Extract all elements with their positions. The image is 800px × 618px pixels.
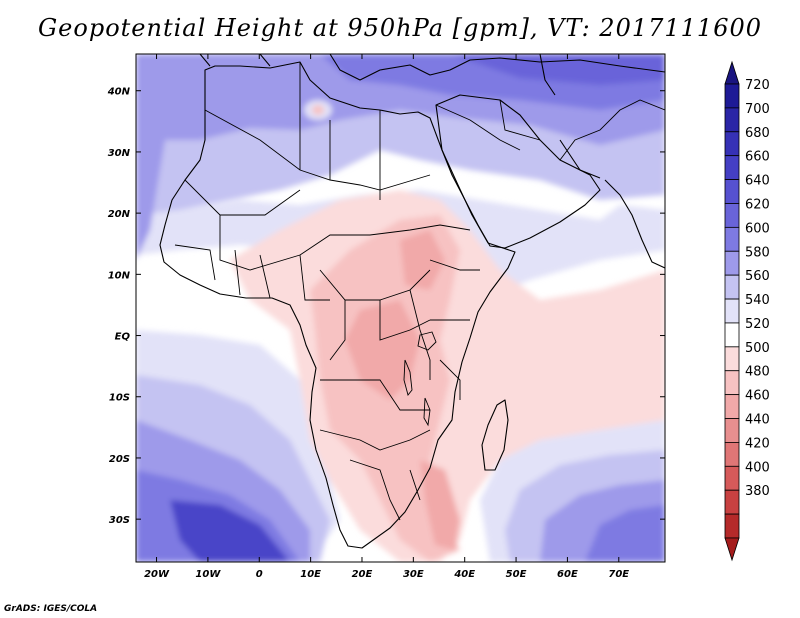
colorbar-label: 540 [745, 293, 770, 308]
colorbar-bottom-arrow [724, 537, 740, 562]
lat-tick-label: 10N [108, 270, 131, 281]
shade-africa-red [345, 230, 460, 550]
colorbar-swatch [724, 131, 740, 157]
colorbar-label: 460 [745, 389, 770, 404]
border-west-africa [174, 244, 330, 301]
lat-tick-label: 30N [108, 148, 131, 159]
colorbar-swatch [724, 513, 740, 539]
field-shading [136, 54, 665, 562]
colorbar-label: 640 [745, 174, 770, 189]
colorbar-swatch [724, 155, 740, 180]
colorbar-label: 660 [745, 150, 770, 165]
border-east-africa [429, 259, 480, 400]
map-frame [135, 53, 666, 563]
colorbar-label: 620 [745, 197, 770, 212]
colorbar-label: 500 [745, 341, 770, 356]
colorbar-label: 600 [745, 221, 770, 236]
colorbar-label: 380 [745, 484, 770, 499]
colorbar: 720 700 680 660 640 620 600 580 560 540 520 500 480 4… [724, 60, 770, 562]
colorbar-swatch [724, 346, 740, 372]
europe-coast [199, 54, 665, 81]
lat-tick-label: 40N [107, 87, 131, 98]
india-west-coast [604, 179, 665, 269]
latitude-ticks: 40N 30N 20N 10N EQ 10S 20S 30S [107, 87, 665, 526]
colorbar-swatch [724, 226, 740, 252]
grads-credit: GrADS: IGES/COLA [4, 604, 98, 614]
colorbar-swatch [724, 442, 740, 467]
colorbar-swatch [724, 250, 740, 276]
colorbar-swatch [724, 465, 740, 491]
lake-tanganyika [403, 359, 413, 396]
africa-coastline [159, 61, 516, 549]
lon-tick-label: 50E [506, 569, 527, 580]
colorbar-swatch [724, 274, 740, 300]
caspian-gulf [539, 54, 601, 179]
longitude-ticks: 20W 10W 0 10E 20E 30E 40E 50E 60E 70E [144, 54, 629, 580]
shade-north-deep [450, 54, 665, 85]
colorbar-swatch [724, 394, 740, 419]
country-borders [174, 62, 665, 521]
border-middle-east [435, 99, 665, 161]
lon-tick-label: 20E [352, 569, 373, 580]
colorbar-label: 440 [745, 413, 770, 428]
border-southern-africa [319, 379, 431, 521]
lake-victoria [417, 331, 437, 351]
lat-tick-label: 10S [109, 393, 130, 404]
coastlines [159, 54, 665, 549]
colorbar-swatch [724, 179, 740, 204]
lake-malawi [423, 397, 431, 427]
lat-tick-label: 20S [109, 454, 130, 465]
colorbar-label: 560 [745, 269, 770, 284]
lat-tick-label: 30S [109, 515, 130, 526]
colorbar-swatch [724, 322, 740, 348]
colorbar-label: 420 [745, 436, 770, 451]
colorbar-swatch [724, 370, 740, 396]
lon-tick-label: 60E [557, 569, 578, 580]
colorbar-swatch [724, 489, 740, 515]
shade-indian-blue [585, 505, 665, 562]
border-north-africa [204, 62, 431, 200]
colorbar-label: 680 [745, 126, 770, 141]
border-central-africa [319, 269, 431, 380]
height-field [136, 54, 665, 562]
colorbar-swatch [724, 418, 740, 443]
shade-tunisia-core [312, 105, 324, 115]
map-title: Geopotential Height at 950hPa [gpm], VT:… [38, 14, 762, 42]
lon-tick-label: 40E [453, 569, 475, 580]
lon-tick-label: 10W [195, 569, 221, 580]
lon-tick-label: 30E [403, 569, 424, 580]
border-sahel [184, 179, 471, 271]
madagascar [481, 399, 509, 471]
lakes [403, 331, 437, 427]
colorbar-label: 580 [745, 245, 770, 260]
lat-tick-label: 20N [108, 209, 131, 220]
colorbar-swatch [724, 203, 740, 228]
colorbar-label: 520 [745, 317, 770, 332]
lon-tick-label: 70E [608, 569, 629, 580]
colorbar-swatch [724, 107, 740, 133]
lon-tick-label: 0 [256, 569, 263, 580]
colorbar-label: 480 [745, 365, 770, 380]
lat-tick-label: EQ [115, 332, 131, 343]
colorbar-label: 400 [745, 460, 770, 475]
colorbar-swatch [724, 298, 740, 324]
shade-atlantic-west [136, 54, 180, 260]
colorbar-top-arrow [724, 60, 740, 85]
colorbar-label: 700 [745, 102, 770, 117]
lon-tick-label: 20W [144, 569, 170, 580]
lon-tick-label: 10E [300, 569, 321, 580]
shade-south-deep [170, 500, 290, 562]
colorbar-label: 720 [745, 78, 770, 93]
colorbar-swatch [724, 83, 740, 109]
arabian-peninsula [435, 94, 601, 249]
